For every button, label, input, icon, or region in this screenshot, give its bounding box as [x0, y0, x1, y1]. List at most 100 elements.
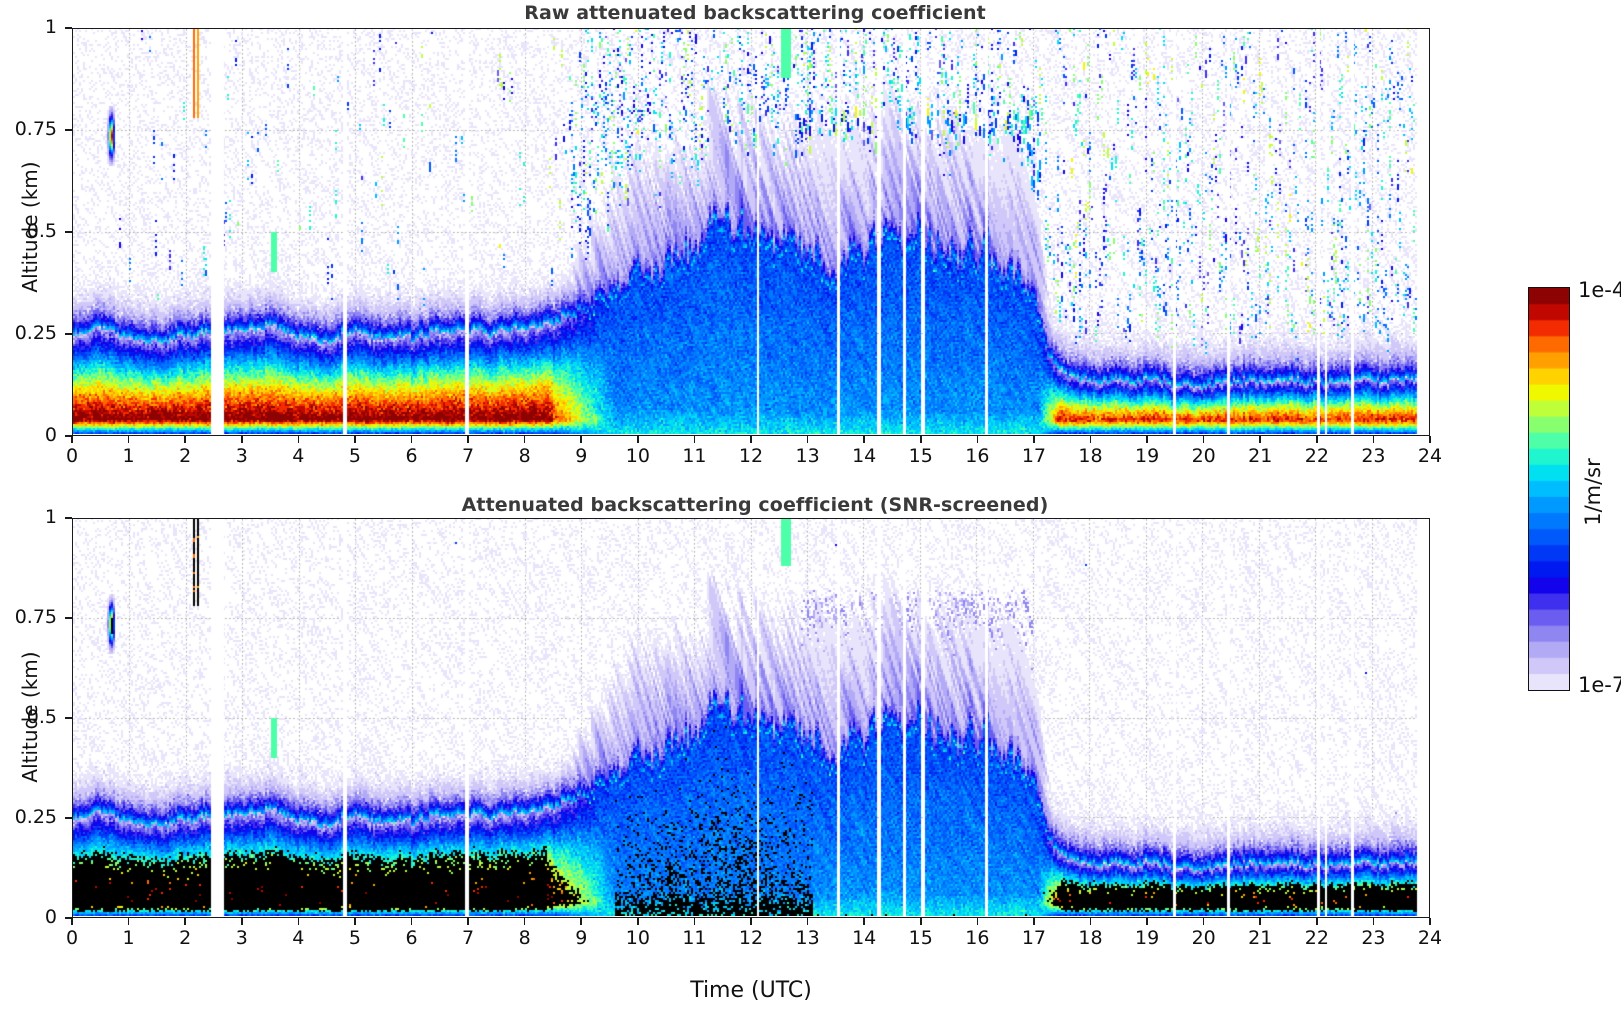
- colorbar-gradient: [1529, 288, 1569, 690]
- x-tickmark-screened-21: [1259, 918, 1262, 925]
- x-tickmark-raw-17: [1033, 436, 1035, 443]
- x-tickmark-screened-18: [1089, 918, 1092, 925]
- x-tickmark-screened-20: [1202, 918, 1205, 925]
- y-ticklabel-screened-4: 1: [44, 506, 57, 528]
- plot-area-screened[interactable]: [72, 518, 1430, 918]
- y-ticklabel-raw-1: 0.25: [14, 322, 57, 344]
- x-tickmark-raw-6: [410, 436, 413, 443]
- x-ticklabel-raw-5: 5: [348, 445, 361, 467]
- x-tickmark-screened-5: [354, 918, 356, 925]
- x-ticklabel-raw-11: 11: [682, 445, 707, 467]
- x-tickmark-screened-1: [127, 918, 130, 925]
- x-ticklabel-raw-19: 19: [1134, 445, 1160, 467]
- x-ticklabel-screened-20: 20: [1191, 927, 1216, 949]
- x-tickmark-screened-3: [240, 918, 243, 925]
- x-tickmark-screened-24: [1429, 918, 1431, 925]
- y-tickmark-raw-0: [65, 435, 72, 437]
- x-tickmark-raw-12: [750, 436, 752, 443]
- y-ticklabel-screened-0: 0: [44, 906, 57, 928]
- x-ticklabel-raw-6: 6: [405, 445, 418, 467]
- panel-title-screened: Attenuated backscattering coefficient (S…: [461, 494, 1049, 516]
- x-tickmark-raw-20: [1202, 436, 1205, 443]
- y-tickmark-raw-3: [65, 129, 72, 131]
- heatmap-raw: [73, 29, 1428, 434]
- colorbar-tick-max: 1e-4: [1578, 278, 1621, 302]
- x-axis-label: Time (UTC): [690, 978, 812, 1003]
- x-ticklabel-screened-1: 1: [122, 927, 135, 949]
- x-tickmark-screened-22: [1316, 918, 1318, 925]
- x-ticklabel-raw-13: 13: [795, 445, 820, 467]
- x-tickmark-raw-22: [1316, 436, 1318, 443]
- x-ticklabel-raw-10: 10: [625, 445, 650, 467]
- x-tickmark-screened-17: [1033, 918, 1035, 925]
- x-tickmark-screened-10: [637, 918, 639, 925]
- x-ticklabel-raw-20: 20: [1191, 445, 1216, 467]
- x-ticklabel-screened-19: 19: [1134, 927, 1160, 949]
- x-ticklabel-screened-10: 10: [625, 927, 650, 949]
- x-ticklabel-screened-11: 11: [682, 927, 707, 949]
- x-tickmark-screened-7: [467, 918, 469, 925]
- x-tickmark-screened-8: [523, 918, 526, 925]
- x-tickmark-screened-23: [1372, 918, 1375, 925]
- y-ticklabel-raw-3: 0.75: [14, 118, 57, 140]
- y-tickmark-raw-2: [65, 231, 72, 233]
- x-tickmark-screened-9: [580, 918, 583, 925]
- y-tickmark-screened-4: [65, 517, 72, 519]
- y-tickmark-screened-0: [65, 917, 72, 919]
- x-tickmark-screened-13: [806, 918, 809, 925]
- x-tickmark-raw-4: [297, 436, 300, 443]
- x-ticklabel-raw-24: 24: [1417, 445, 1443, 467]
- x-ticklabel-screened-13: 13: [795, 927, 820, 949]
- y-ticklabel-screened-3: 0.75: [14, 606, 57, 628]
- x-tickmark-screened-2: [184, 918, 186, 925]
- x-tickmark-screened-11: [693, 918, 696, 925]
- x-ticklabel-raw-16: 16: [965, 445, 990, 467]
- x-ticklabel-screened-5: 5: [348, 927, 361, 949]
- colorbar: [1528, 287, 1570, 691]
- x-ticklabel-screened-23: 23: [1361, 927, 1386, 949]
- x-ticklabel-screened-16: 16: [965, 927, 990, 949]
- x-ticklabel-screened-22: 22: [1304, 927, 1329, 949]
- x-tickmark-raw-14: [863, 436, 865, 443]
- y-tickmark-raw-1: [65, 333, 72, 335]
- x-ticklabel-screened-2: 2: [179, 927, 192, 949]
- x-ticklabel-raw-9: 9: [575, 445, 588, 467]
- y-ticklabel-raw-4: 1: [44, 16, 57, 38]
- x-ticklabel-raw-12: 12: [738, 445, 764, 467]
- x-tickmark-screened-16: [976, 918, 979, 925]
- x-ticklabel-raw-22: 22: [1304, 445, 1329, 467]
- heatmap-screened: [73, 519, 1428, 916]
- x-tickmark-raw-7: [467, 436, 469, 443]
- x-ticklabel-raw-0: 0: [65, 445, 79, 467]
- x-tickmark-raw-16: [976, 436, 979, 443]
- x-ticklabel-raw-18: 18: [1078, 445, 1103, 467]
- x-tickmark-raw-1: [127, 436, 130, 443]
- x-tickmark-raw-3: [240, 436, 243, 443]
- x-tickmark-raw-19: [1146, 436, 1148, 443]
- x-ticklabel-raw-4: 4: [292, 445, 305, 467]
- x-ticklabel-raw-7: 7: [462, 445, 475, 467]
- panel-title-raw: Raw attenuated backscattering coefficien…: [524, 2, 986, 24]
- y-ticklabel-raw-2: 0.5: [26, 220, 57, 242]
- x-ticklabel-screened-4: 4: [292, 927, 305, 949]
- x-tickmark-raw-24: [1429, 436, 1431, 443]
- x-ticklabel-screened-12: 12: [738, 927, 764, 949]
- plot-area-raw[interactable]: [72, 28, 1430, 436]
- x-tickmark-raw-18: [1089, 436, 1092, 443]
- y-tickmark-screened-3: [65, 617, 72, 619]
- x-ticklabel-raw-14: 14: [852, 445, 877, 467]
- colorbar-axis-label: 1/m/sr: [1581, 458, 1605, 526]
- x-ticklabel-raw-15: 15: [908, 445, 933, 467]
- x-tickmark-raw-2: [184, 436, 186, 443]
- x-tickmark-raw-15: [919, 436, 922, 443]
- x-tickmark-screened-19: [1146, 918, 1148, 925]
- colorbar-tick-min: 1e-7: [1578, 673, 1621, 697]
- y-ticklabel-raw-0: 0: [44, 424, 57, 446]
- x-ticklabel-screened-21: 21: [1248, 927, 1273, 949]
- x-ticklabel-screened-8: 8: [518, 927, 531, 949]
- y-ticklabel-screened-1: 0.25: [14, 806, 57, 828]
- x-tickmark-raw-21: [1259, 436, 1262, 443]
- x-ticklabel-screened-18: 18: [1078, 927, 1103, 949]
- x-ticklabel-raw-8: 8: [518, 445, 531, 467]
- y-tickmark-screened-2: [65, 717, 72, 719]
